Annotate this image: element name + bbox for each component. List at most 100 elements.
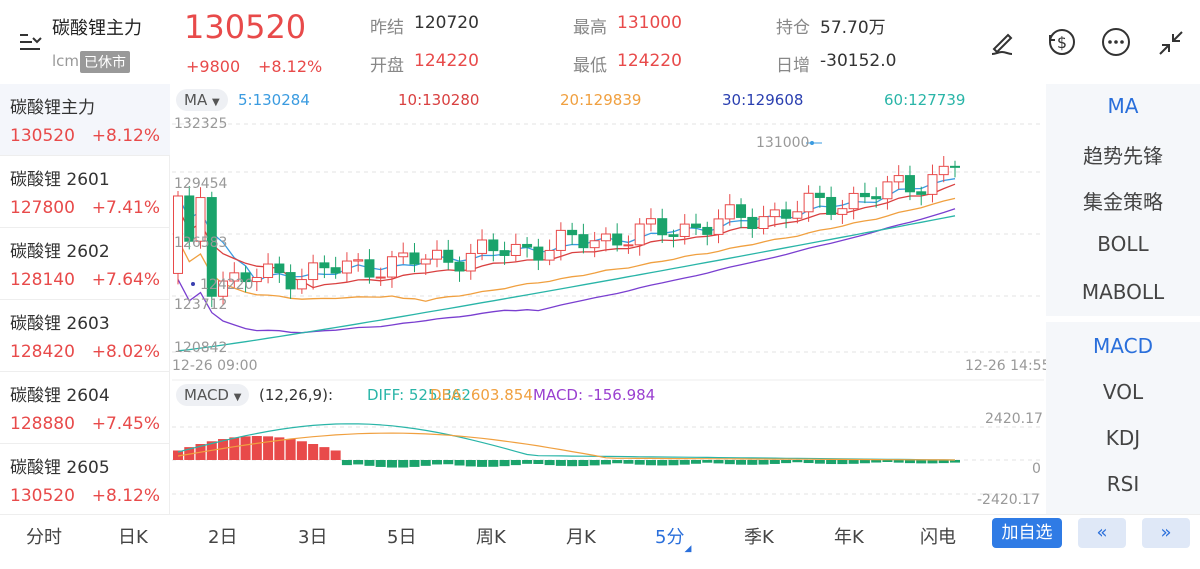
tab-quarterly[interactable]: 季K (744, 527, 774, 548)
next-icon[interactable]: » (1142, 518, 1190, 548)
ma-indicator-dropdown[interactable]: MA ▼ (176, 89, 228, 111)
candle-body (713, 218, 724, 235)
quote-header: 碳酸锂主力 lcm 已休市 130520 +9800 +8.12% 昨结 120… (0, 0, 1200, 84)
tab-5day[interactable]: 5日 (387, 527, 417, 548)
contract-item-pct: +8.12% (91, 486, 160, 506)
contract-item[interactable]: 碳酸锂 2602 128140 +7.64% (0, 228, 170, 300)
tab-monthly[interactable]: 月K (566, 527, 596, 548)
currency-exchange-icon[interactable]: $ (1045, 25, 1079, 63)
prev-icon[interactable]: « (1078, 518, 1126, 548)
candle-body (274, 263, 285, 274)
contract-item[interactable]: 碳酸锂 2603 128420 +8.02% (0, 300, 170, 372)
sub-indicator-group: MACD VOL KDJ RSI (1046, 322, 1200, 514)
tab-flash[interactable]: 闪电 (920, 527, 956, 548)
macd-bar (443, 460, 454, 465)
macd-bar (285, 439, 296, 460)
collapse-icon[interactable] (1156, 28, 1186, 62)
macd-bar (274, 437, 285, 460)
indicator-boll[interactable]: BOLL (1097, 232, 1149, 256)
candle-body (443, 249, 454, 263)
candle-body (263, 263, 274, 278)
tab-intraday[interactable]: 分时 (26, 527, 62, 548)
contract-name: 碳酸锂主力 (52, 18, 142, 39)
contract-item-price: 130520 (10, 486, 75, 506)
y-label-1: 132325 (174, 116, 228, 132)
macd-bar (781, 460, 792, 464)
macd-bar (510, 460, 521, 466)
time-end-label: 12-26 14:55 (965, 358, 1051, 374)
low-label: 最低 (573, 56, 607, 76)
indicator-vol[interactable]: VOL (1102, 380, 1144, 404)
macd-lines (177, 423, 956, 461)
menu-icon[interactable] (18, 32, 42, 52)
contract-item-pct: +7.45% (91, 414, 160, 434)
main-indicator-group: MA 趋势先锋 集金策略 BOLL MABOLL (1046, 84, 1200, 316)
macd-bar (218, 439, 229, 460)
macd-y-bottom: -2420.17 (977, 492, 1040, 508)
contract-item[interactable]: 碳酸锂 2601 127800 +7.41% (0, 156, 170, 228)
macd-bar (837, 460, 848, 465)
macd-bar (893, 460, 904, 463)
macd-bar (803, 460, 814, 464)
candle-body (364, 259, 375, 278)
add-watchlist-button[interactable]: 加自选 (992, 518, 1062, 548)
candle-body (657, 218, 668, 236)
y-label-4: 123712 (174, 297, 228, 313)
more-icon[interactable] (1100, 26, 1132, 62)
candlestick-chart[interactable] (0, 0, 1046, 514)
tab-weekly[interactable]: 周K (476, 527, 506, 548)
contract-item[interactable]: 碳酸锂主力 130520 +8.12% (0, 84, 170, 156)
candle-body (251, 276, 262, 283)
y-label-5: 120842 (174, 340, 228, 356)
macd-bar (555, 460, 566, 466)
contract-item[interactable]: 碳酸锂 2604 128880 +7.45% (0, 372, 170, 444)
candle-body (578, 234, 589, 249)
candle-body (859, 192, 870, 198)
macd-diff: DIFF: 525.362 (367, 386, 471, 404)
macd-bar (623, 460, 634, 464)
indicator-macd[interactable]: MACD (1093, 334, 1153, 358)
candle-body (769, 209, 780, 218)
indicator-trend[interactable]: 趋势先锋 (1083, 144, 1163, 168)
diff-line (177, 423, 956, 461)
contract-item-name: 碳酸锂 2601 (10, 170, 110, 190)
draw-icon[interactable] (988, 27, 1018, 61)
tab-daily[interactable]: 日K (118, 527, 148, 548)
macd-bar (375, 460, 386, 467)
indicator-ma[interactable]: MA (1107, 94, 1139, 118)
tab-3day[interactable]: 3日 (298, 527, 328, 548)
candle-body (691, 223, 701, 228)
indicator-rsi[interactable]: RSI (1106, 472, 1140, 496)
candle-body (386, 256, 397, 278)
dea-line (177, 432, 956, 461)
candle-body (927, 174, 938, 195)
candle-body (600, 233, 611, 242)
tab-5min[interactable]: 5分◢ (655, 523, 691, 554)
candle-body (218, 280, 229, 297)
candle-body (420, 258, 431, 265)
y-label-3: 126583 (174, 235, 228, 251)
candle-body (533, 246, 544, 261)
indicator-kdj[interactable]: KDJ (1105, 426, 1141, 450)
candle-body (319, 262, 330, 269)
tab-yearly[interactable]: 年K (834, 527, 864, 548)
chevron-down-icon: ▼ (211, 97, 220, 108)
unit-label: lcm (52, 52, 80, 70)
indicator-maboll[interactable]: MABOLL (1081, 280, 1165, 304)
ma5-line (177, 178, 956, 283)
contract-item-price: 128420 (10, 342, 75, 362)
open-interest-value: 57.70万 (820, 18, 886, 38)
macd-indicator-dropdown[interactable]: MACD ▼ (176, 384, 250, 406)
prev-close-value: 120720 (414, 13, 479, 33)
contract-item-name: 碳酸锂 2603 (10, 314, 110, 334)
macd-bar (916, 460, 927, 464)
candle-body (634, 223, 645, 246)
low-value: 124220 (617, 51, 682, 71)
macd-bar (657, 460, 668, 466)
indicator-strategy[interactable]: 集金策略 (1083, 190, 1163, 214)
oi-change-value: -30152.0 (820, 51, 897, 71)
contract-item[interactable]: 碳酸锂 2605 130520 +8.12% (0, 444, 170, 516)
candle-body (432, 249, 442, 260)
contract-item-pct: +8.12% (91, 126, 160, 146)
tab-2day[interactable]: 2日 (208, 527, 238, 548)
